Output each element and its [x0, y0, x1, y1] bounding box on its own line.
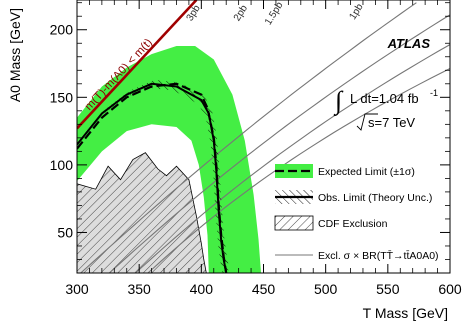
cross-section-contours — [80, 2, 450, 273]
y-tick-label: 150 — [50, 89, 74, 105]
y-axis-label: A0 Mass [GeV] — [7, 8, 23, 102]
xs-contour-line — [108, 14, 450, 273]
xs-contour-line — [135, 43, 450, 273]
legend-expected-label: Expected Limit (±1σ) — [318, 166, 415, 178]
x-tick-label: 350 — [127, 281, 151, 297]
legend-xs-label: Excl. σ × BR(TT̄→tt̄A0A0) — [318, 249, 439, 262]
xs-contour-label: 2pb — [232, 3, 250, 23]
xs-contour-label: 3pb — [185, 3, 203, 23]
x-tick-label: 300 — [65, 281, 89, 297]
integral-icon: ∫ — [333, 86, 344, 116]
luminosity-text: L dt=1.04 fb — [350, 91, 419, 106]
x-tick-label: 450 — [252, 281, 276, 297]
kinematic-limit-line — [77, 0, 198, 130]
legend-expected: Expected Limit (±1σ) — [275, 164, 415, 178]
y-tick-label: 100 — [50, 157, 74, 173]
luminosity-label: ∫ L dt=1.04 fb -1 s=7 TeV — [333, 86, 438, 131]
axis-ticks: 300 350 400 450 500 550 600 50 100 150 200 — [50, 0, 462, 297]
y-tick-label: 200 — [50, 22, 74, 38]
xs-contour-label: 1.5pb — [263, 0, 286, 27]
x-tick-label: 600 — [438, 281, 462, 297]
xs-contour-line — [147, 67, 450, 273]
x-tick-label: 550 — [376, 281, 400, 297]
x-tick-label: 500 — [314, 281, 338, 297]
cdf-exclusion-hatch — [77, 152, 207, 273]
legend: Expected Limit (±1σ) Obs. Limit (Theory … — [274, 164, 439, 262]
expected-band — [77, 46, 261, 273]
legend-cdf: CDF Exclusion — [274, 215, 388, 231]
x-tick-label: 400 — [190, 281, 214, 297]
sqrt-icon — [356, 113, 378, 131]
legend-xs: Excl. σ × BR(TT̄→tt̄A0A0) — [275, 249, 439, 262]
plot-area — [77, 0, 450, 273]
cross-section-labels: 3pb 2pb 1.5pb 1pb — [185, 0, 366, 27]
y-tick-label: 50 — [57, 224, 73, 240]
expected-limit-line — [77, 82, 228, 273]
legend-cdf-swatch — [274, 215, 314, 231]
x-axis-label: T Mass [GeV] — [363, 305, 448, 321]
luminosity-exponent: -1 — [430, 88, 438, 98]
legend-observed-label: Obs. Limit (Theory Unc.) — [318, 192, 432, 204]
legend-observed: Obs. Limit (Theory Unc.) — [275, 190, 432, 204]
xs-contour-line — [80, 2, 417, 273]
legend-cdf-label: CDF Exclusion — [318, 218, 388, 230]
energy-text: s=7 TeV — [368, 115, 415, 130]
atlas-label: ATLAS — [387, 36, 431, 51]
